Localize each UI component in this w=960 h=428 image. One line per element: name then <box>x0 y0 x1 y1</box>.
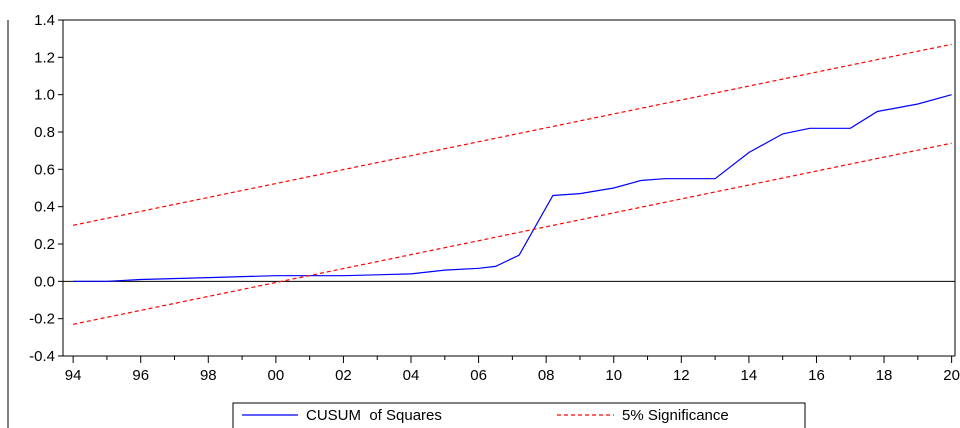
legend-significance-label: 5% Significance <box>622 407 729 424</box>
series-line-5pct-significance-upper <box>72 43 952 226</box>
x-tick-label: 12 <box>673 367 690 384</box>
x-tick-label: 06 <box>470 367 487 384</box>
series-group <box>72 43 952 325</box>
x-tick-label: 04 <box>403 367 420 384</box>
y-tick-label: -0.4 <box>29 348 55 365</box>
y-tick-label: 1.0 <box>34 87 55 104</box>
y-tick-label: 0.6 <box>34 161 55 178</box>
y-tick-label: 0.2 <box>34 236 55 253</box>
y-axis-ticks: -0.4 -0.2 0.0 0.2 0.4 0.6 0.8 1.0 1.2 1.4 <box>29 12 63 365</box>
x-tick-label: 10 <box>605 367 622 384</box>
series-line-cusum-of-squares <box>73 94 952 282</box>
legend-box <box>232 402 806 428</box>
x-tick-label: 20 <box>943 367 960 384</box>
x-tick-label: 18 <box>876 367 893 384</box>
y-tick-label: 1.4 <box>34 12 55 29</box>
y-tick-label: 0.0 <box>34 273 55 290</box>
x-axis-ticks: 94 96 98 00 02 04 06 08 10 12 14 16 18 20 <box>65 356 960 384</box>
axes <box>7 19 956 428</box>
x-tick-label: 96 <box>132 367 149 384</box>
y-tick-label: -0.2 <box>29 311 55 328</box>
y-tick-label: 1.2 <box>34 49 55 66</box>
y-tick-label: 0.4 <box>34 199 55 216</box>
x-tick-label: 08 <box>538 367 555 384</box>
legend-cusum-label: CUSUM of Squares <box>306 407 442 424</box>
x-tick-label: 00 <box>268 367 285 384</box>
series-line-5pct-significance-lower <box>72 142 952 325</box>
x-tick-label: 16 <box>808 367 825 384</box>
x-tick-label: 14 <box>741 367 758 384</box>
y-tick-label: 0.8 <box>34 124 55 141</box>
x-tick-label: 94 <box>65 367 82 384</box>
x-tick-label: 02 <box>335 367 352 384</box>
x-tick-label: 98 <box>200 367 217 384</box>
legend: CUSUM of Squares 5% Significance <box>232 402 806 428</box>
